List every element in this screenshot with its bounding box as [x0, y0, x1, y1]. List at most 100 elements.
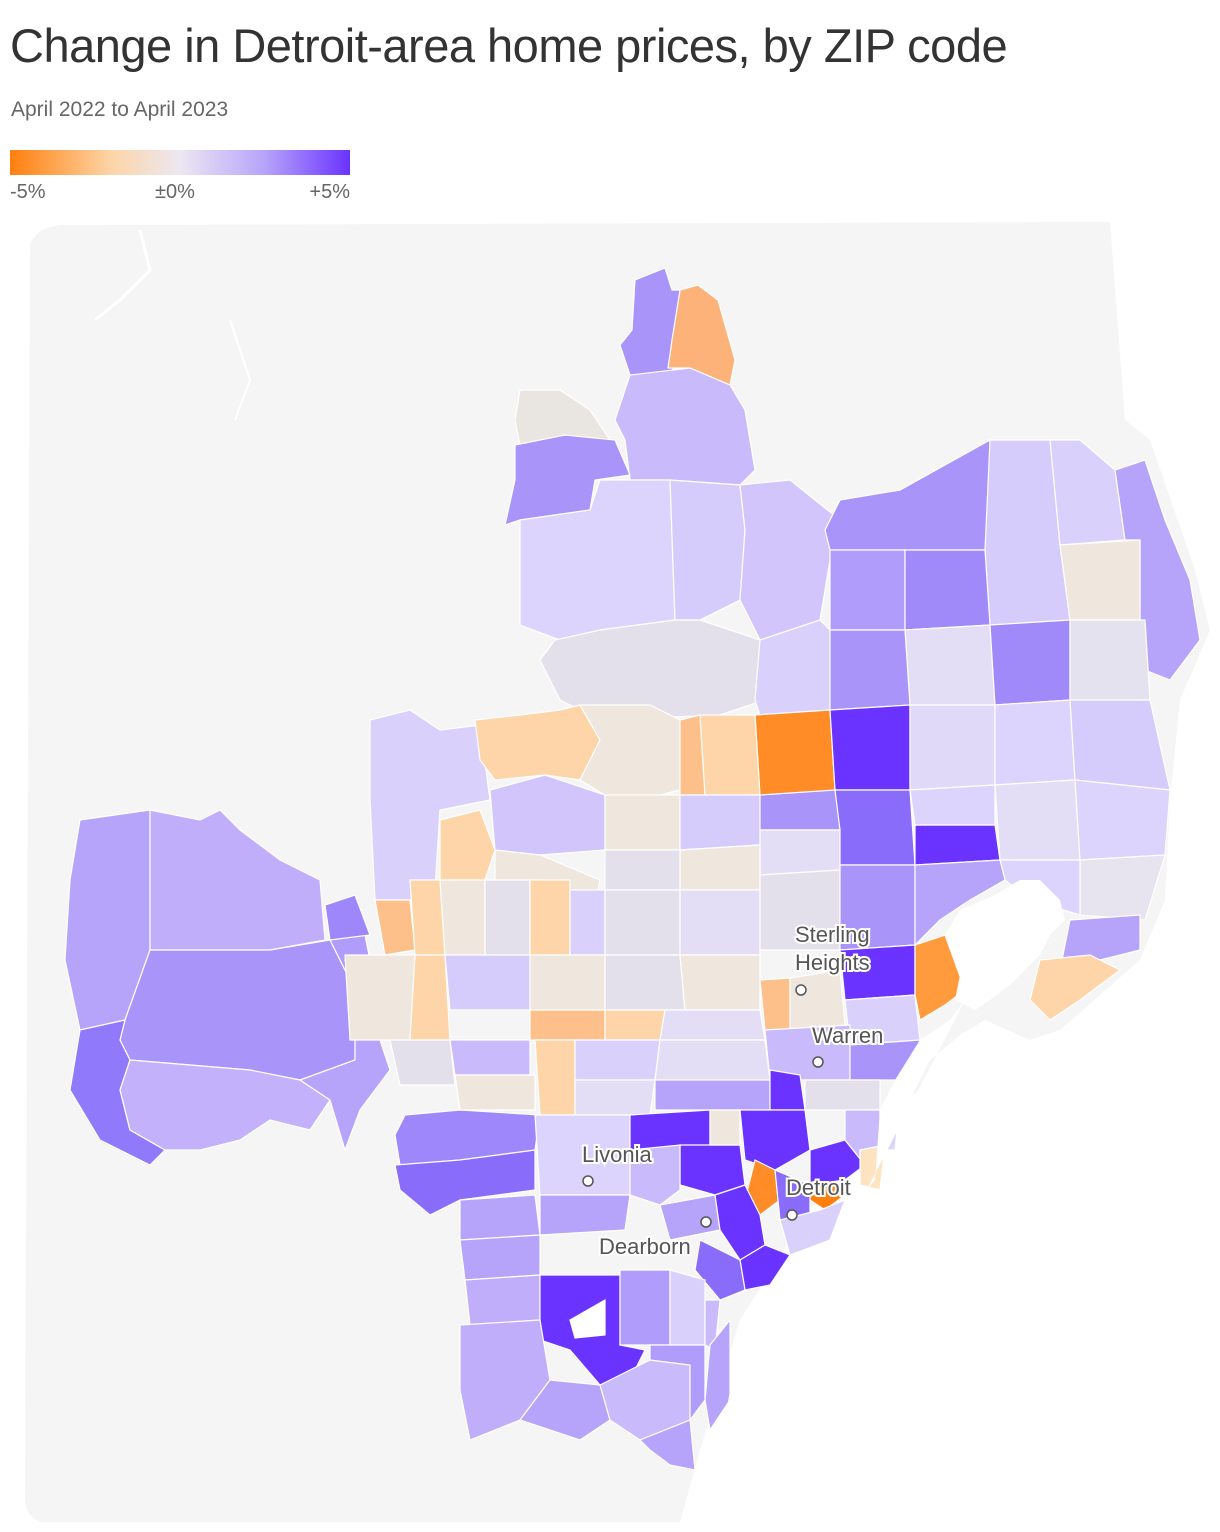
zip-region	[679, 1144, 746, 1196]
zip-region	[439, 809, 496, 881]
zip-region	[654, 1079, 771, 1111]
zip-region	[704, 1318, 731, 1432]
zip-region	[789, 969, 846, 1031]
zip-region	[638, 1419, 696, 1471]
legend-label-high: +5%	[309, 181, 350, 203]
zip-region	[604, 889, 681, 956]
zip-region	[578, 704, 681, 801]
city-markers: Sterling Heights Warren Livonia Detroit …	[580, 920, 885, 1261]
city-label-dearborn: Dearborn	[599, 1234, 691, 1259]
zip-region	[574, 1079, 656, 1116]
zip-region	[369, 709, 491, 901]
legend-gradient-bar	[10, 150, 350, 175]
zip-region	[739, 1109, 811, 1171]
zip-region	[679, 954, 761, 1011]
zip-region	[669, 479, 746, 621]
city-label-sterling-heights-2: Heights	[795, 950, 870, 975]
zip-region	[409, 954, 451, 1041]
zip-region	[439, 879, 486, 956]
city-label-livonia: Livonia	[582, 1142, 652, 1167]
color-legend: -5% ±0% +5%	[10, 150, 350, 206]
zip-region	[484, 879, 531, 956]
zip-region	[604, 1009, 666, 1041]
zip-region	[759, 789, 841, 831]
zip-region	[809, 1139, 866, 1186]
zip-region	[994, 779, 1081, 861]
zip-region	[444, 954, 531, 1011]
zip-region	[759, 829, 841, 876]
zip-region	[834, 789, 916, 866]
zip-region	[914, 824, 1001, 866]
chart-title: Change in Detroit-area home prices, by Z…	[10, 19, 1008, 72]
zip-region	[604, 794, 681, 851]
river-line-2	[229, 319, 252, 421]
zip-region	[754, 709, 836, 801]
detroit-river	[700, 950, 1220, 1532]
zip-region	[449, 1039, 531, 1076]
zip-region	[409, 879, 446, 956]
zip-region	[904, 624, 996, 706]
zip-regions	[64, 267, 1201, 1471]
city-label-detroit: Detroit	[786, 1175, 851, 1200]
city-dot-detroit	[786, 1209, 798, 1221]
zip-region	[459, 1194, 541, 1241]
zip-region	[994, 699, 1076, 786]
zip-region	[574, 1039, 661, 1081]
zip-region	[119, 1059, 331, 1151]
legend-label-low: -5%	[10, 181, 46, 203]
zip-region	[759, 977, 791, 1031]
city-dot-sterling-heights	[795, 984, 807, 996]
zip-region	[904, 549, 991, 631]
zip-region	[119, 939, 356, 1081]
zip-region	[529, 879, 571, 956]
lake-st-clair	[945, 880, 1065, 1010]
zip-region	[769, 1069, 806, 1111]
zip-region	[909, 784, 996, 826]
zip-region	[679, 794, 761, 851]
legend-labels: -5% ±0% +5%	[10, 180, 350, 206]
zip-region	[604, 954, 686, 1011]
zip-region	[629, 1144, 681, 1206]
city-dot-warren	[812, 1056, 824, 1068]
zip-region	[909, 704, 996, 791]
city-label-sterling-heights-1: Sterling	[795, 922, 870, 947]
zip-region	[529, 1009, 606, 1041]
zip-region	[1029, 954, 1122, 1021]
zip-region	[1059, 539, 1141, 621]
zip-region	[344, 954, 416, 1041]
legend-label-mid: ±0%	[155, 181, 195, 203]
zip-region	[569, 889, 606, 956]
zip-region	[539, 1194, 631, 1236]
chart-subtitle: April 2022 to April 2023	[11, 98, 229, 121]
zip-region	[394, 1149, 536, 1216]
zip-region	[829, 549, 906, 631]
zip-region	[464, 1274, 541, 1326]
zip-region	[654, 1039, 771, 1081]
city-dot-livonia	[582, 1175, 594, 1187]
zip-region	[829, 629, 911, 711]
zip-region	[1074, 779, 1171, 861]
zip-region	[534, 1039, 576, 1116]
zip-region	[504, 434, 631, 526]
zip-region	[709, 1109, 741, 1146]
zip-region	[454, 1074, 536, 1111]
city-label-warren: Warren	[812, 1023, 883, 1048]
zip-region	[569, 1298, 606, 1339]
river-line	[94, 229, 152, 322]
zip-region	[529, 954, 606, 1011]
zip-region	[699, 714, 761, 796]
zip-region	[804, 1079, 881, 1111]
city-dot-dearborn	[700, 1216, 712, 1228]
zip-region	[389, 1039, 456, 1086]
zip-region	[829, 704, 911, 791]
zip-region	[459, 1234, 541, 1281]
zip-region	[1069, 619, 1151, 701]
zip-region	[779, 1198, 847, 1256]
zip-region	[694, 1239, 746, 1301]
zip-region	[669, 1269, 706, 1346]
zip-region	[659, 1009, 766, 1041]
zip-region	[324, 894, 371, 941]
zip-region	[519, 1379, 611, 1441]
